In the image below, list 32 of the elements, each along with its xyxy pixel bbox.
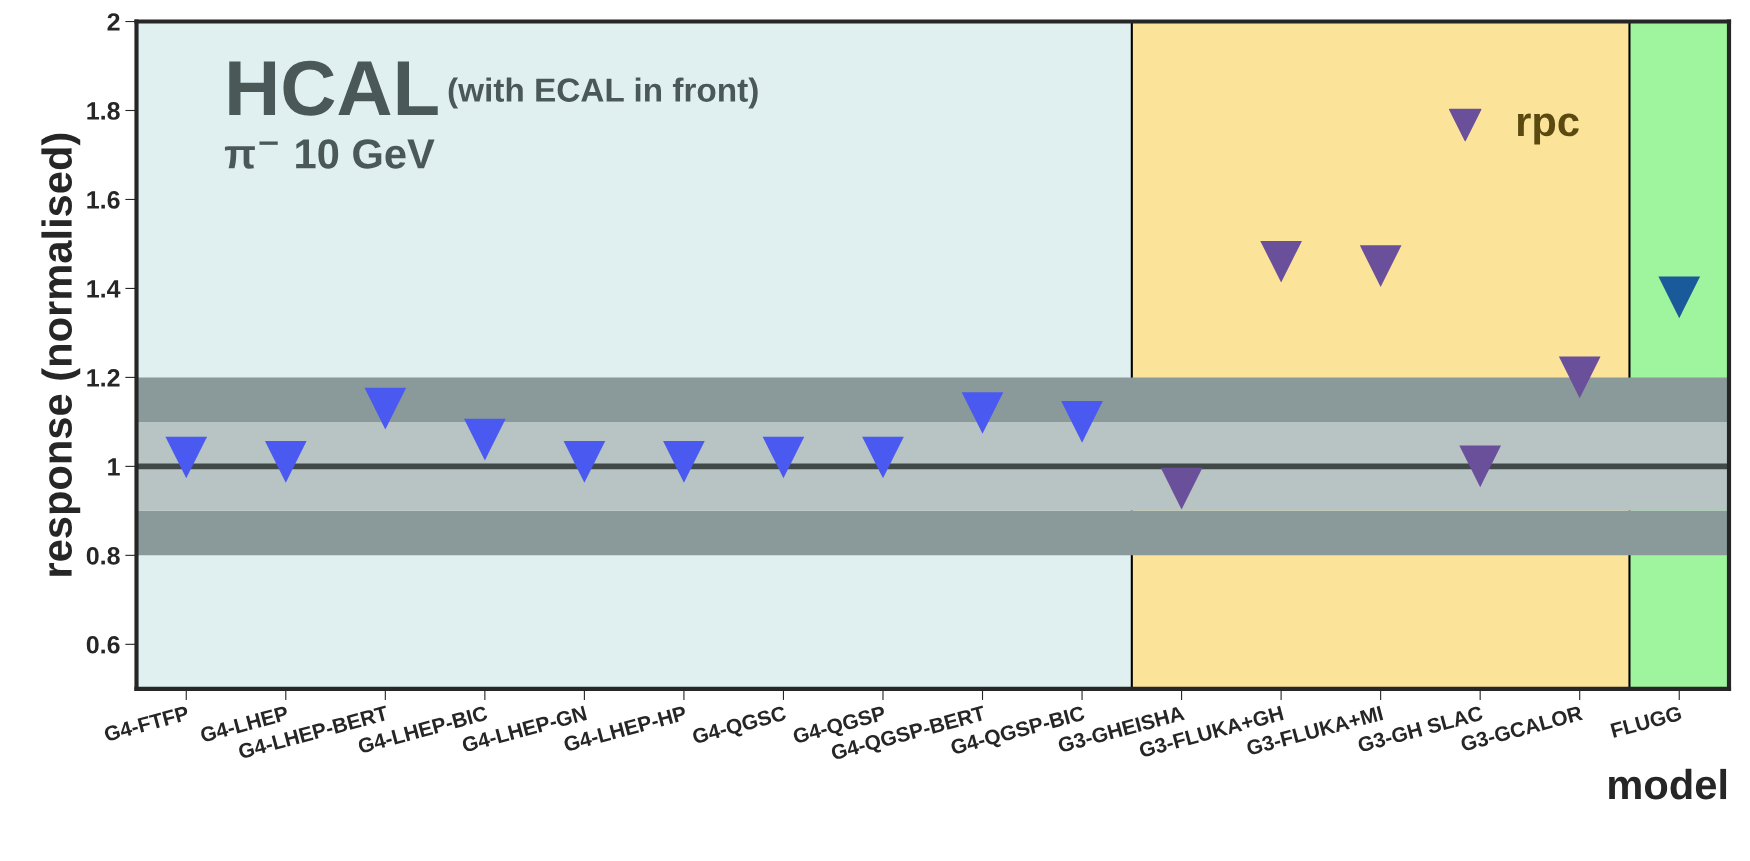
point (1359, 245, 1402, 288)
point (1658, 276, 1701, 319)
point (1459, 445, 1502, 488)
point (762, 436, 805, 479)
point (1061, 401, 1103, 443)
annotation: π$^{−}$ 10 GeV (224, 139, 435, 169)
point (1558, 356, 1601, 399)
y-tick-label: 2 (107, 13, 120, 31)
legend-label: rpc (1517, 113, 1579, 145)
y-tick-label: 1.2 (87, 369, 120, 387)
y-tick-label: 1 (108, 458, 120, 476)
point (563, 441, 606, 483)
point (464, 418, 506, 461)
y-axis-title: response (normalised) (41, 133, 81, 576)
x-tick-label: G4-FTFP (103, 705, 190, 742)
point (165, 436, 208, 479)
chart-title: HCAL (229, 60, 438, 116)
y-tick-label: 1.6 (87, 191, 120, 209)
text: (with ECAL in front) (448, 77, 758, 109)
point (862, 436, 904, 479)
point (1160, 467, 1203, 510)
point (961, 392, 1004, 434)
y-tick-label: 1.8 (87, 102, 120, 120)
x-tick-label: FLUGG (1610, 705, 1682, 739)
point (663, 441, 705, 483)
x-axis-title: model (1609, 768, 1727, 800)
point (1260, 240, 1302, 283)
y-tick-label: 0.8 (86, 546, 120, 565)
point (364, 387, 407, 430)
y-tick-label: 1.4 (87, 280, 121, 298)
point (264, 441, 307, 483)
y-tick-label: 0.6 (86, 635, 120, 654)
